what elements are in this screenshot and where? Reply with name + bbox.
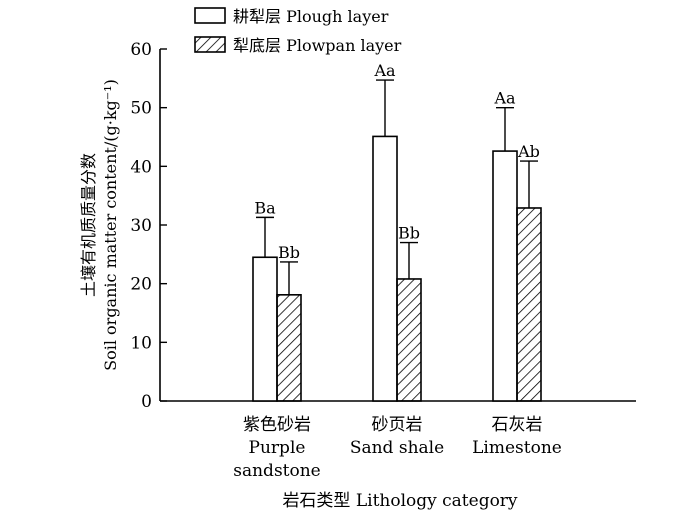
bar-plough-0 [252,256,278,402]
y-tick-label-10: 10 [130,333,152,353]
y-axis-title-zh: 土壤有机质质量分数 [79,153,98,297]
sig-label-plowpan-1: Bb [398,224,420,243]
y-tick-label-0: 0 [141,392,152,412]
y-axis-title-en: Soil organic matter content/(g·kg⁻¹) [101,79,120,371]
category-label-en-0-0: Purple [249,438,306,458]
y-tick-label-50: 50 [130,99,152,119]
legend-swatch-plowpan [194,36,226,53]
bar-plowpan-2 [516,207,542,402]
category-label-zh-0: 紫色砂岩 [243,415,311,435]
y-axis-title: 土壤有机质质量分数 Soil organic matter content/(g… [79,79,120,371]
category-label-en-1-0: Sand shale [350,438,444,458]
legend-swatch-plough [194,7,226,24]
legend-label-plowpan: 犁底层 Plowpan layer [233,36,402,55]
category-label-en-0-1: sandstone [233,461,321,481]
sig-label-plough-0: Ba [254,198,276,217]
legend-item-plough: 耕犁层 Plough layer [194,7,389,26]
legend: 耕犁层 Plough layer 犁底层 Plowpan layer [194,7,402,55]
sig-label-plowpan-0: Bb [278,243,300,262]
bar-plowpan-0 [276,294,302,402]
legend-label-plough: 耕犁层 Plough layer [233,7,389,26]
category-label-en-2-0: Limestone [472,438,562,458]
x-axis-title: 岩石类型 Lithology category [282,491,517,511]
y-tick-label-60: 60 [130,40,152,60]
category-label-zh-2: 石灰岩 [492,415,543,435]
y-tick-label-30: 30 [130,216,152,236]
sig-label-plough-2: Aa [493,89,516,108]
bar-plough-2 [492,150,518,402]
sig-label-plowpan-2: Ab [517,142,540,161]
y-tick-label-20: 20 [130,275,152,295]
category-label-zh-1: 砂页岩 [372,415,423,435]
y-tick-label-40: 40 [130,157,152,177]
bar-plowpan-1 [396,278,422,402]
sig-label-plough-1: Aa [373,61,396,80]
plot-area: 0 10 20 30 40 50 60 Ba Aa Aa Bb Bb Ab 紫色砂岩 Purple sands… [130,40,636,481]
legend-item-plowpan: 犁底层 Plowpan layer [194,36,402,55]
bar-plough-1 [372,135,398,402]
